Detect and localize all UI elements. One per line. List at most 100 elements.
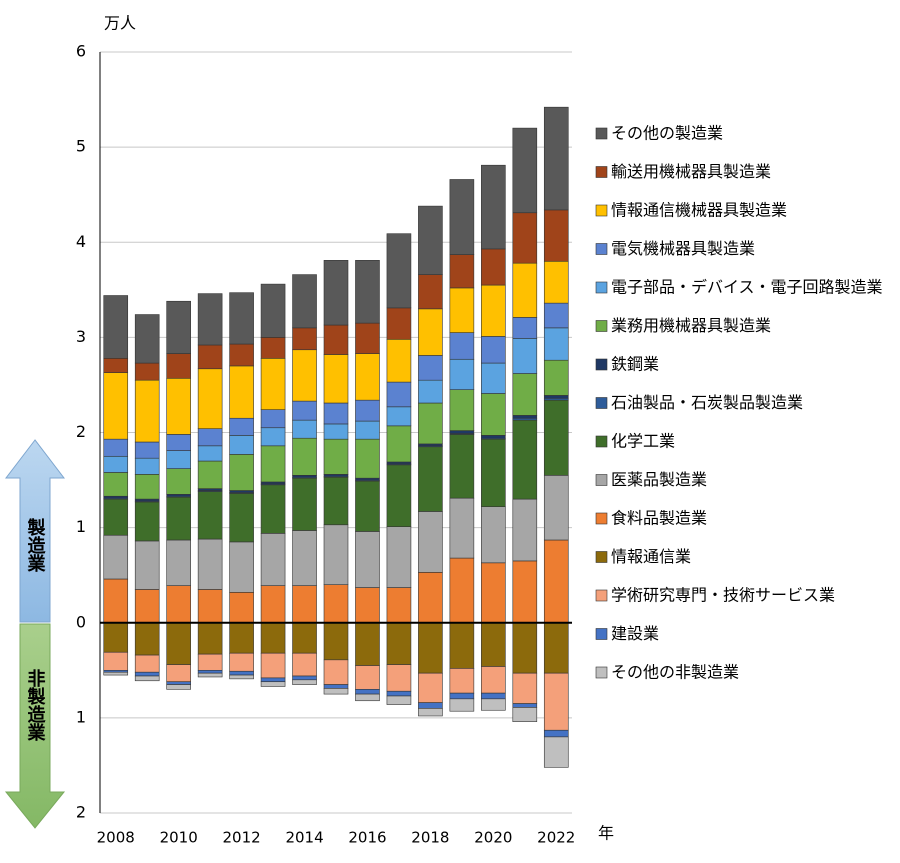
- y-tick-label: 5: [76, 137, 86, 156]
- bar-segment: [292, 679, 317, 685]
- legend-label: 情報通信機械器具製造業: [611, 201, 787, 220]
- bar-segment: [103, 295, 129, 359]
- bar-segment: [323, 324, 349, 355]
- down-arrow: [4, 623, 66, 829]
- legend-swatch: [595, 358, 608, 371]
- bar-segment: [260, 409, 286, 429]
- bar-segment: [386, 695, 412, 705]
- bar-segment: [543, 260, 569, 304]
- bar-segment: [543, 359, 569, 396]
- bar-segment: [512, 415, 538, 419]
- bar-segment: [355, 665, 380, 690]
- bar-segment: [355, 480, 380, 532]
- bar-segment: [323, 354, 349, 404]
- bar-segment: [292, 585, 317, 624]
- bar-segment: [260, 358, 286, 410]
- bar-segment: [260, 652, 286, 679]
- bar-segment: [449, 358, 475, 390]
- bar-segment: [229, 365, 254, 419]
- bar-segment: [197, 491, 223, 540]
- bar-segment: [229, 541, 254, 593]
- bar-segment: [229, 652, 254, 672]
- bar-segment: [292, 349, 317, 402]
- x-tick-label: 2020: [474, 829, 512, 847]
- legend-label: 電気機械器具製造業: [611, 239, 755, 258]
- bar-segment: [229, 454, 254, 491]
- bar-segment: [134, 675, 160, 682]
- bar-segment: [260, 484, 286, 534]
- bar-segment: [512, 419, 538, 500]
- bar-segment: [197, 538, 223, 590]
- bar-segment: [512, 373, 538, 416]
- bar-segment: [418, 672, 443, 703]
- bar-segment: [134, 501, 160, 542]
- bar-segment: [260, 445, 286, 483]
- bar-segment: [166, 622, 191, 665]
- bar-segment: [449, 698, 475, 712]
- bar-segment: [543, 672, 569, 731]
- legend-label: 化学工業: [611, 432, 675, 451]
- bar-segment: [449, 557, 475, 624]
- bar-segment: [543, 302, 569, 329]
- bar-segment: [260, 427, 286, 447]
- legend-swatch: [595, 589, 608, 602]
- bar-segment: [103, 651, 129, 671]
- bar-segment: [418, 622, 443, 674]
- legend-swatch: [595, 281, 608, 294]
- bar-segment: [418, 274, 443, 310]
- x-tick-label: 2016: [348, 829, 386, 847]
- bar-segment: [134, 474, 160, 500]
- legend-swatch: [595, 320, 608, 332]
- bar-segment: [197, 672, 223, 678]
- y-tick-label: 2: [76, 422, 86, 441]
- bar-segment: [103, 622, 129, 653]
- bar-segment: [355, 260, 380, 324]
- bar-segment: [543, 327, 569, 361]
- bar-segment: [323, 688, 349, 695]
- y-tick-label: 6: [76, 42, 86, 61]
- bar-segment: [103, 455, 129, 473]
- bar-segment: [355, 531, 380, 588]
- bar-segment: [449, 332, 475, 360]
- bar-segment: [386, 622, 412, 665]
- bar-segment: [449, 287, 475, 333]
- bar-segment: [292, 622, 317, 654]
- bar-segment: [166, 684, 191, 690]
- legend-label: 石油製品・石炭製品製造業: [611, 393, 803, 412]
- bar-segment: [543, 475, 569, 541]
- bar-segment: [103, 472, 129, 497]
- bar-segment: [449, 254, 475, 289]
- bar-segment: [481, 248, 506, 286]
- bar-segment: [355, 693, 380, 702]
- bar-segment: [323, 260, 349, 326]
- legend-swatch: [595, 628, 608, 640]
- bar-segment: [134, 379, 160, 443]
- bar-segment: [103, 578, 129, 624]
- bar-segment: [197, 344, 223, 370]
- bar-segment: [481, 336, 506, 364]
- bar-segment: [355, 689, 380, 695]
- bar-segment: [386, 381, 412, 408]
- bar-segment: [229, 343, 254, 367]
- bar-segment: [512, 622, 538, 674]
- bar-segment: [543, 106, 569, 211]
- legend-swatch: [595, 512, 608, 525]
- bar-segment: [103, 438, 129, 457]
- bar-segment: [166, 664, 191, 683]
- bar-segment: [323, 524, 349, 585]
- bar-segment: [512, 560, 538, 624]
- bar-segment: [386, 464, 412, 527]
- bar-segment: [386, 233, 412, 309]
- bar-segment: [543, 736, 569, 768]
- bar-segment: [323, 684, 349, 689]
- bar-segment: [229, 674, 254, 680]
- bar-segment: [449, 668, 475, 694]
- bar-segment: [418, 402, 443, 445]
- bar-segment: [292, 652, 317, 677]
- bar-segment: [543, 729, 569, 738]
- x-tick-label: 2022: [537, 829, 575, 847]
- bar-segment: [355, 420, 380, 440]
- bar-segment: [166, 681, 191, 685]
- y-tick-label: 1: [76, 517, 86, 536]
- bar-segment: [229, 292, 254, 345]
